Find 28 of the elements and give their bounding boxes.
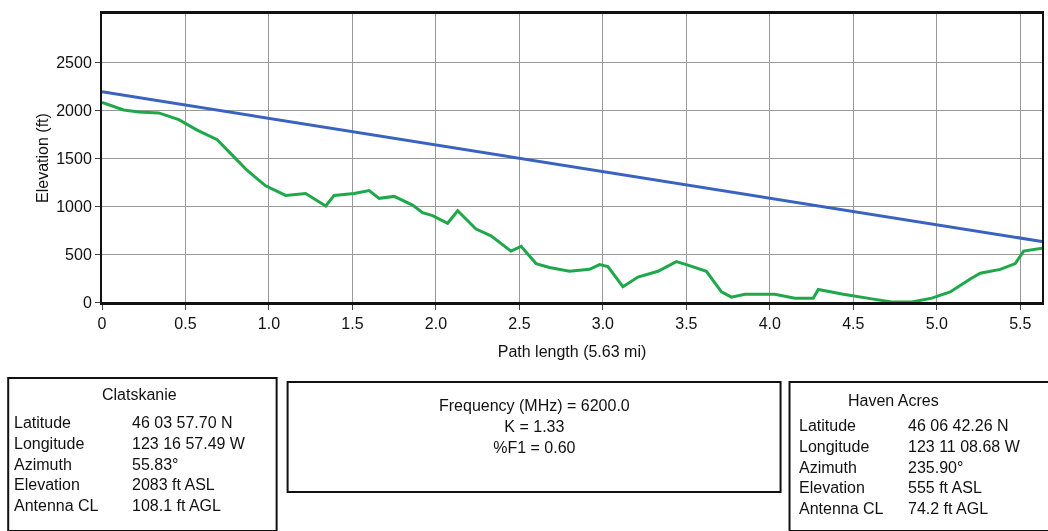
line-series xyxy=(102,100,1042,302)
x-tick-label: 0 xyxy=(97,315,107,333)
text: Haven Acres xyxy=(848,392,939,409)
x-tick-label: 5.0 xyxy=(925,315,949,333)
x-tick-label: 4.0 xyxy=(758,315,782,333)
x-tick-label: 1.0 xyxy=(257,315,281,333)
x-tick-label: 2.0 xyxy=(424,315,448,333)
text: Latitude Longitude Azimuth Elevation Antenna CL xyxy=(14,414,99,515)
text: Frequency (MHz) = 6200.0 K = 1.33 %F1 = 0.60 xyxy=(439,397,630,456)
y-tick-label: 500 xyxy=(65,245,92,263)
y-tick-label: 1500 xyxy=(56,149,92,167)
x-tick-label: 4.5 xyxy=(842,315,865,333)
y-tick-label: 2500 xyxy=(56,53,92,71)
text: Clatskanie xyxy=(102,386,177,403)
x-tick-label: 5.5 xyxy=(1009,315,1032,333)
x-tick-label: 2.5 xyxy=(508,315,531,333)
y-tick-label: 1000 xyxy=(56,197,92,215)
x-tick-label: 0.5 xyxy=(174,315,197,333)
x-tick-label: 3.5 xyxy=(675,315,698,333)
x-tick-label: 3.0 xyxy=(591,315,615,333)
text: 46 03 57.70 N 123 16 57.49 W 55.83° 2083 ft ASL 108.1 ft AGL xyxy=(132,414,246,515)
text: 46 06 42.26 N 123 11 08.68 W 235.90° 555 ft ASL 74.2 ft AGL xyxy=(908,417,1021,518)
y-tick-label: 0 xyxy=(82,293,92,311)
y-axis-title: Elevation (ft) xyxy=(33,113,51,203)
text: Latitude Longitude Azimuth Elevation Antenna CL xyxy=(799,417,884,518)
y-tick-label: 2000 xyxy=(56,101,92,119)
x-tick-label: 1.5 xyxy=(341,315,364,333)
x-axis-title: Path length (5.63 mi) xyxy=(497,342,647,360)
